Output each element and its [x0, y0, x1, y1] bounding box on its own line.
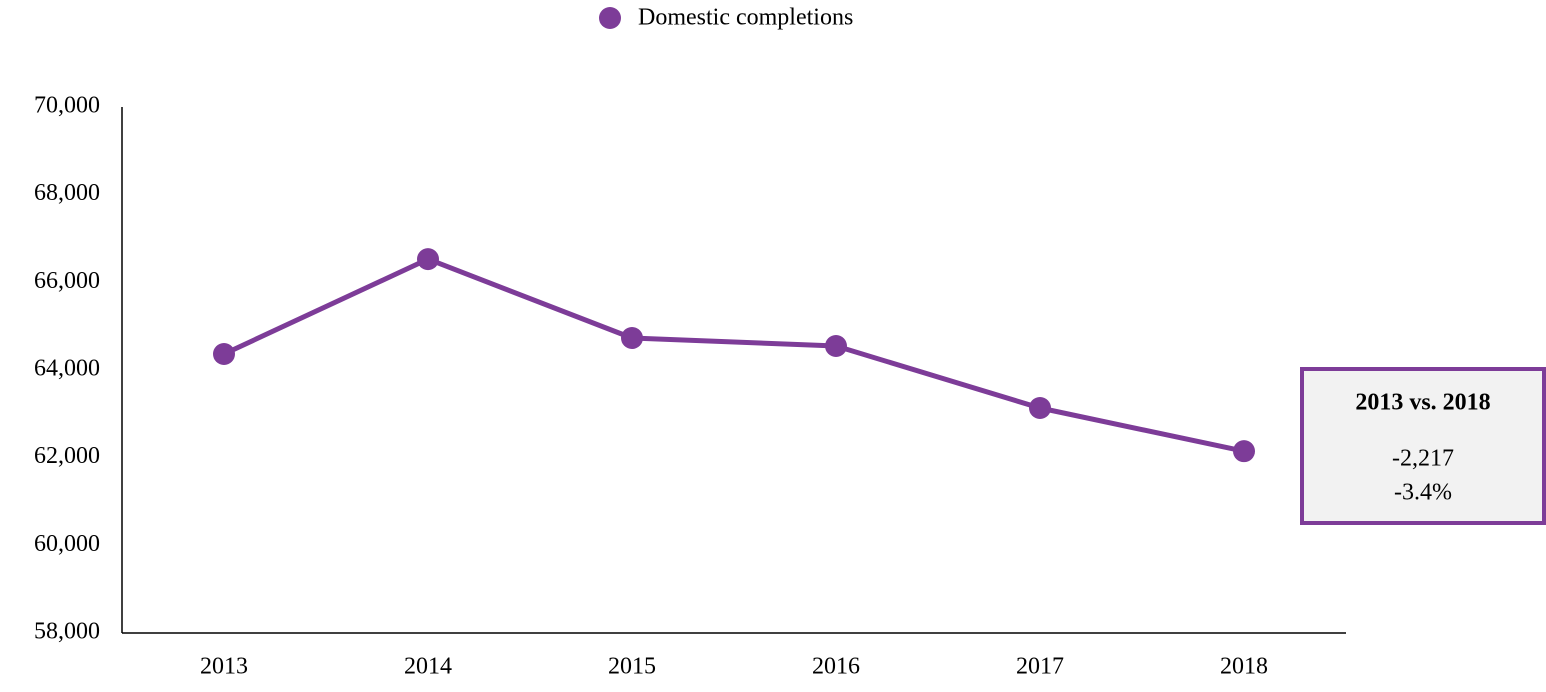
annotation-line: -2,217 — [1392, 446, 1454, 472]
x-tick-label: 2015 — [608, 654, 656, 680]
annotation-line: -3.4% — [1394, 480, 1452, 506]
legend-marker — [599, 7, 621, 29]
data-point — [621, 327, 643, 350]
y-tick-label: 68,000 — [34, 180, 100, 206]
y-tick-label: 58,000 — [34, 619, 100, 645]
data-point — [825, 335, 847, 358]
x-tick-label: 2017 — [1016, 654, 1064, 680]
annotation-title: 2013 vs. 2018 — [1355, 390, 1490, 416]
data-point — [1029, 397, 1051, 420]
data-point — [213, 343, 235, 366]
y-tick-label: 62,000 — [34, 443, 100, 469]
y-tick-label: 60,000 — [34, 531, 100, 557]
annotation-box — [1300, 367, 1546, 525]
y-tick-label: 70,000 — [34, 93, 100, 119]
x-tick-label: 2016 — [812, 654, 860, 680]
x-tick-label: 2013 — [200, 654, 248, 680]
legend-label: Domestic completions — [638, 5, 853, 31]
data-point — [417, 248, 439, 271]
x-tick-label: 2014 — [404, 654, 452, 680]
y-tick-label: 66,000 — [34, 268, 100, 294]
data-point — [1233, 440, 1255, 463]
x-tick-label: 2018 — [1220, 654, 1268, 680]
y-tick-label: 64,000 — [34, 356, 100, 382]
series-line — [222, 256, 1245, 454]
